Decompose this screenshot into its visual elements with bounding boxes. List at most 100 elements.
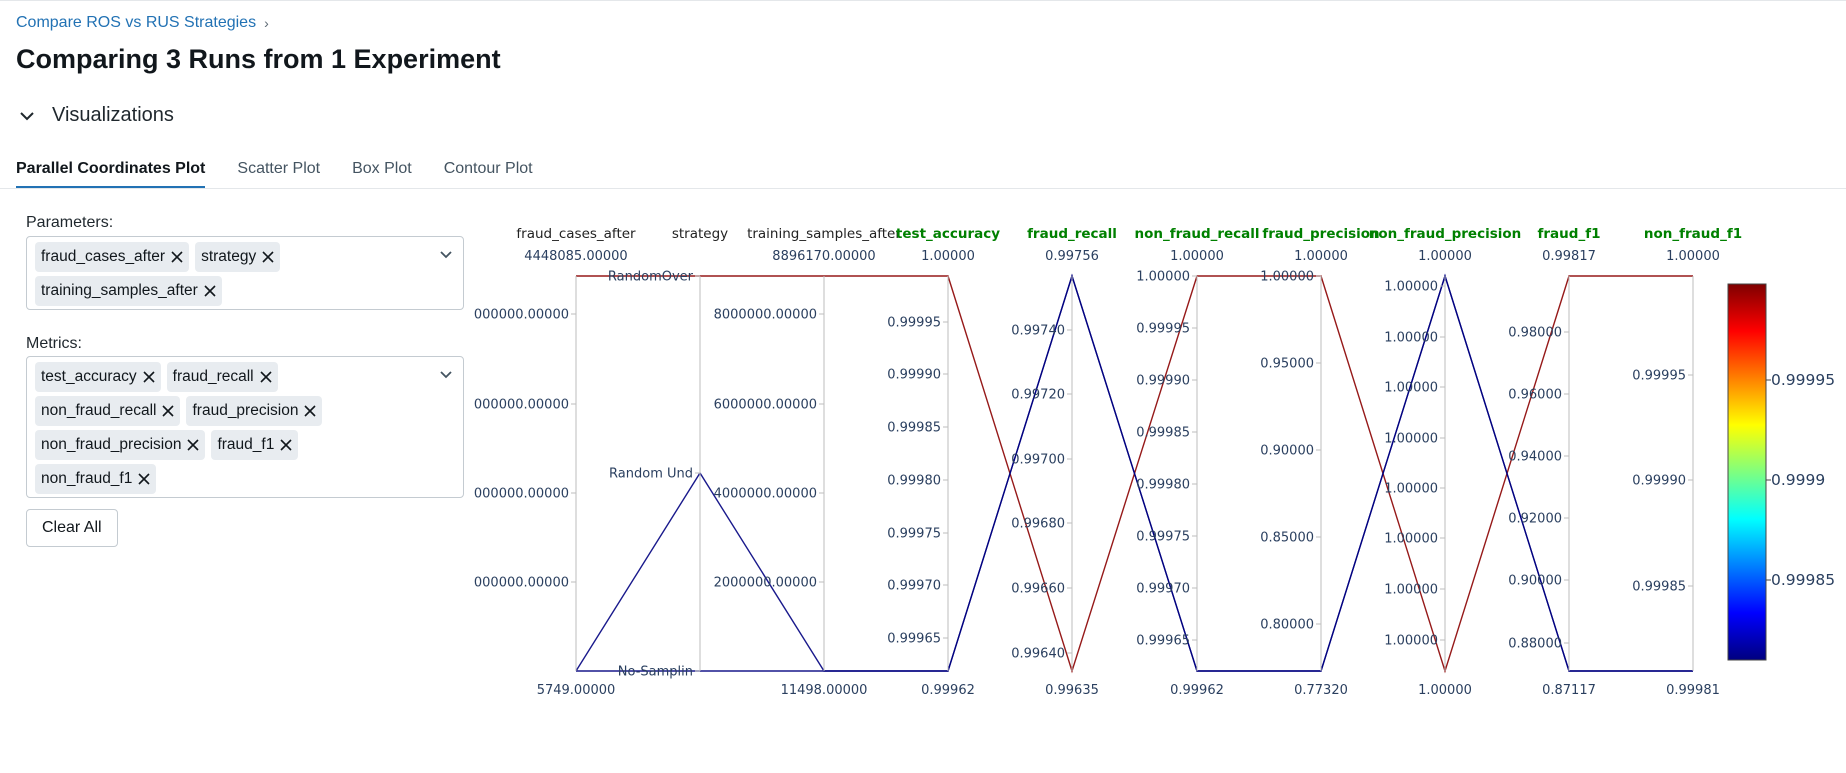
axis-min-label-non-fraud-precision: 1.00000 [1418, 683, 1472, 698]
axis-min-label-fraud-recall: 0.99635 [1045, 683, 1099, 698]
axis-max-label-fraud-recall: 0.99756 [1045, 249, 1099, 264]
axis-max-label-non-fraud-f1: 1.00000 [1666, 249, 1720, 264]
axis-tick-label: 0.85000 [1260, 531, 1314, 546]
colorbar-tick-label: 0.9999 [1771, 471, 1825, 489]
axis-tick-label: 0.94000 [1508, 450, 1562, 465]
axis-title-non-fraud-precision[interactable]: non_fraud_precision [1369, 226, 1522, 242]
axis-title-strategy[interactable]: strategy [672, 226, 728, 242]
axis-tick-label: 0.99990 [887, 368, 941, 383]
visualizations-label: Visualizations [52, 104, 174, 126]
axis-tick-label: 2000000.00000 [714, 576, 817, 591]
axis-tick-label: 0.99700 [1011, 453, 1065, 468]
axis-tick-label: 0.99740 [1011, 324, 1065, 339]
axis-tick-label: 0.99985 [1632, 580, 1686, 595]
chip-non-fraud-f1: non_fraud_f1 [35, 464, 157, 494]
axis-title-fraud-cases-after[interactable]: fraud_cases_after [516, 226, 636, 242]
breadcrumb-link[interactable]: Compare ROS vs RUS Strategies [16, 14, 257, 31]
axis-tick-label: 1.00000 [1384, 280, 1438, 295]
remove-chip-icon[interactable] [187, 439, 200, 451]
metrics-label: Metrics: [26, 335, 82, 352]
page-title: Comparing 3 Runs from 1 Experiment [16, 44, 501, 74]
remove-chip-icon[interactable] [171, 251, 183, 263]
tabs-divider [0, 188, 1846, 189]
axis-tick-label: 0.99985 [887, 421, 941, 436]
remove-chip-icon[interactable] [260, 371, 272, 383]
axis-tick-label: 0.98000 [1508, 326, 1562, 341]
axis-tick-label: 0.90000 [1260, 444, 1314, 459]
axis-tick-label: 0.99975 [887, 527, 941, 542]
axis-title-non-fraud-recall[interactable]: non_fraud_recall [1134, 226, 1259, 242]
chip-fraud-precision: fraud_precision [186, 396, 323, 426]
tab-contour-plot[interactable]: Contour Plot [443, 160, 533, 177]
axis-tick-label: 0.99980 [1136, 478, 1190, 493]
remove-chip-icon[interactable] [162, 405, 175, 417]
remove-chip-icon[interactable] [138, 473, 150, 485]
axis-tick-label: 0.99720 [1011, 388, 1065, 403]
tab-box-plot[interactable]: Box Plot [352, 160, 412, 177]
axis-tick-label: 1.00000 [1384, 432, 1438, 447]
axis-tick-label: 0.99975 [1136, 530, 1190, 545]
axis-tick-label: 000000.00000 [474, 487, 569, 502]
remove-chip-icon[interactable] [280, 439, 292, 451]
axis-tick-label: Random Und [609, 467, 693, 482]
chip-strategy: strategy [195, 242, 281, 272]
axis-tick-label: 0.99660 [1011, 582, 1065, 597]
chip-test-accuracy: test_accuracy [35, 362, 161, 392]
tab-parallel-coordinates[interactable]: Parallel Coordinates Plot [16, 160, 206, 189]
colorbar-tick-label: 0.99995 [1771, 371, 1835, 389]
remove-chip-icon[interactable] [143, 371, 155, 383]
axis-tick-label: 000000.00000 [474, 398, 569, 413]
axis-tick-label: 0.99995 [1632, 369, 1686, 384]
axis-tick-label: 0.99970 [1136, 582, 1190, 597]
axis-min-label-test-accuracy: 0.99962 [921, 683, 975, 698]
axis-max-label-training-samples-after: 8896170.00000 [772, 249, 875, 264]
axis-tick-label: 1.00000 [1136, 270, 1190, 285]
axis-tick-label: 000000.00000 [474, 576, 569, 591]
chip-fraud-cases-after: fraud_cases_after [35, 242, 190, 272]
axis-title-fraud-recall[interactable]: fraud_recall [1027, 226, 1117, 242]
tab-scatter-plot[interactable]: Scatter Plot [237, 160, 321, 177]
chip-fraud-recall: fraud_recall [166, 362, 278, 392]
axis-max-label-fraud-cases-after: 4448085.00000 [524, 249, 627, 264]
remove-chip-icon[interactable] [304, 405, 317, 417]
remove-chip-icon[interactable] [204, 285, 216, 297]
axis-tick-label: 0.99640 [1011, 647, 1065, 662]
axis-tick-label: RandomOver [608, 270, 694, 285]
axis-min-label-fraud-f1: 0.87117 [1542, 683, 1596, 698]
chevron-down-icon[interactable] [439, 247, 453, 261]
axis-tick-label: 0.96000 [1508, 388, 1562, 403]
axis-tick-label: 1.00000 [1384, 532, 1438, 547]
axis-tick-label: 0.99970 [887, 579, 941, 594]
axis-tick-label: 0.99985 [1136, 426, 1190, 441]
axis-tick-label: 0.99990 [1136, 374, 1190, 389]
visualization-tabs: Parallel Coordinates Plot Scatter Plot B… [16, 160, 533, 189]
axis-tick-label: 1.00000 [1384, 583, 1438, 598]
chip-training-samples-after: training_samples_after [35, 276, 222, 306]
axis-title-fraud-precision[interactable]: fraud_precision [1262, 226, 1379, 242]
axis-tick-label: 4000000.00000 [714, 487, 817, 502]
axis-tick-label: 0.80000 [1260, 618, 1314, 633]
chevron-down-icon[interactable] [439, 367, 453, 381]
chevron-down-icon [20, 111, 34, 120]
axis-tick-label: 0.99995 [887, 316, 941, 331]
chevron-right-icon: › [264, 15, 269, 31]
axis-title-test-accuracy[interactable]: test_accuracy [896, 226, 1000, 242]
colorbar-tick-label: 0.99985 [1771, 571, 1835, 589]
axis-tick-label: 0.99980 [887, 474, 941, 489]
axis-min-label-training-samples-after: 11498.00000 [781, 683, 868, 698]
axis-tick-label: 1.00000 [1384, 381, 1438, 396]
axis-title-fraud-f1[interactable]: fraud_f1 [1538, 226, 1601, 242]
parameters-select[interactable]: fraud_cases_after strategy training_samp… [26, 236, 464, 310]
axis-tick-label: 000000.00000 [474, 308, 569, 323]
clear-all-button[interactable]: Clear All [26, 509, 118, 547]
axis-tick-label: 0.99965 [887, 632, 941, 647]
axis-min-label-fraud-cases-after: 5749.00000 [537, 683, 616, 698]
axis-tick-label: 8000000.00000 [714, 308, 817, 323]
axis-tick-label: 1.00000 [1260, 270, 1314, 285]
visualizations-toggle[interactable]: Visualizations [18, 104, 174, 127]
remove-chip-icon[interactable] [262, 251, 274, 263]
axis-title-non-fraud-f1[interactable]: non_fraud_f1 [1644, 226, 1742, 242]
axis-title-training-samples-after[interactable]: training_samples_after [747, 226, 901, 242]
metrics-select[interactable]: test_accuracy fraud_recall non_fraud_rec… [26, 356, 464, 498]
